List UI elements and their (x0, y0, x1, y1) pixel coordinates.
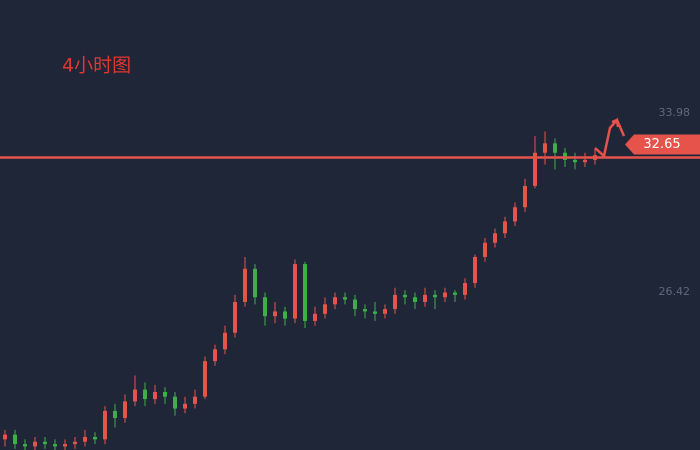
candle-body (193, 396, 197, 404)
candle-body (263, 297, 267, 317)
candle-body (113, 410, 117, 419)
candle-body (313, 313, 317, 321)
candle-body (403, 294, 407, 298)
candle-body (93, 436, 97, 440)
candle-body (23, 444, 27, 447)
y-tick-label: 33.98 (659, 106, 691, 119)
candle-body (323, 304, 327, 314)
candle-body (383, 309, 387, 314)
candle-body (203, 361, 207, 397)
candle-body (483, 242, 487, 257)
candle-body (273, 311, 277, 317)
candle-body (493, 233, 497, 243)
candle-body (373, 311, 377, 314)
candle-body (353, 299, 357, 310)
candle-body (183, 403, 187, 409)
y-tick-label: 26.42 (659, 285, 691, 298)
candle-body (43, 441, 47, 445)
candle-body (283, 311, 287, 319)
trend-arrow (594, 117, 626, 159)
candle-body (73, 441, 77, 445)
candle-body (413, 297, 417, 302)
candle-body (133, 389, 137, 402)
candle-body (423, 294, 427, 302)
candle-body (363, 309, 367, 312)
candle-body (523, 185, 527, 208)
candle-body (103, 410, 107, 440)
candle-body (53, 444, 57, 447)
candle-body (213, 349, 217, 362)
candle-body (233, 301, 237, 333)
candle-body (573, 159, 577, 163)
candle-body (13, 434, 17, 445)
candle-body (293, 264, 297, 319)
candle-body (223, 332, 227, 350)
price-tag (625, 134, 700, 155)
candle-body (333, 297, 337, 305)
candle-body (33, 441, 37, 447)
candle-body (443, 292, 447, 298)
candle-body (3, 434, 7, 440)
candle-body (543, 143, 547, 153)
candle-body (63, 444, 67, 447)
candle-body (513, 207, 517, 222)
candle-body (463, 283, 467, 295)
candle-body (163, 391, 167, 397)
candle-body (83, 436, 87, 442)
candle-body (453, 292, 457, 295)
candle-body (143, 389, 147, 400)
candle-body (123, 401, 127, 419)
chart-title: 4小时图 (62, 55, 131, 77)
candle-body (253, 268, 257, 298)
candle-body (243, 268, 247, 302)
price-tag-label: 32.65 (643, 137, 680, 152)
candle-body (583, 159, 587, 163)
candle-body (473, 256, 477, 284)
candle-body (343, 297, 347, 300)
candle-body (433, 294, 437, 298)
candle-body (173, 396, 177, 409)
candle-body (533, 152, 537, 186)
candle-body (303, 264, 307, 321)
candle-body (503, 221, 507, 234)
candle-body (153, 391, 157, 400)
candle-body (393, 294, 397, 310)
candle-body (553, 143, 557, 153)
